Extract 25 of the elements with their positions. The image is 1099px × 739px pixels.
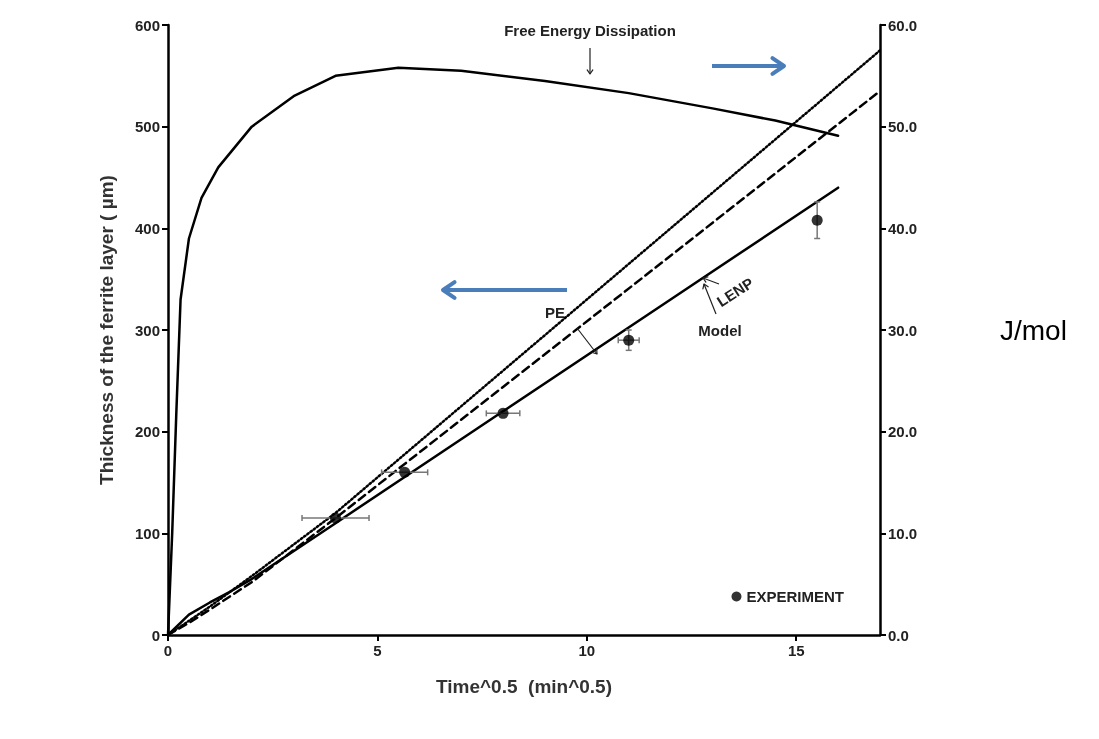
x-tick-label: 0 xyxy=(163,642,173,659)
y2-tick-label: 40.0 xyxy=(888,219,918,237)
y2-tick-label: 30.0 xyxy=(888,321,918,339)
y-tick-label: 600 xyxy=(134,16,160,34)
y-tick-label: 100 xyxy=(134,524,160,542)
y2-tick-label: 20.0 xyxy=(888,423,918,441)
legend-label: EXPERIMENT xyxy=(746,588,844,605)
y-tick-label: 400 xyxy=(134,219,160,237)
y2-tick-label: 60.0 xyxy=(888,16,918,34)
y2-tick-label: 10.0 xyxy=(888,524,918,542)
y2-tick-label: 0.0 xyxy=(888,626,909,644)
x-tick-label: 5 xyxy=(373,642,382,659)
y2-axis-title: J/mol xyxy=(1000,314,1067,346)
y-axis-title: Thickness of the ferrite layer ( µm) xyxy=(96,175,117,485)
x-tick-label: 10 xyxy=(578,642,596,659)
annotation: Free Energy Dissipation xyxy=(504,21,676,39)
y2-tick-label: 50.0 xyxy=(888,118,918,136)
y-tick-label: 500 xyxy=(134,118,160,136)
annotation: Model xyxy=(698,321,742,339)
y-tick-label: 0 xyxy=(151,626,160,644)
annotation: PE xyxy=(544,303,566,321)
x-tick-label: 15 xyxy=(787,642,805,659)
y-tick-label: 300 xyxy=(134,321,160,339)
y-tick-label: 200 xyxy=(134,423,160,441)
x-axis-title: Time^0.5 (min^0.5) xyxy=(435,676,613,697)
